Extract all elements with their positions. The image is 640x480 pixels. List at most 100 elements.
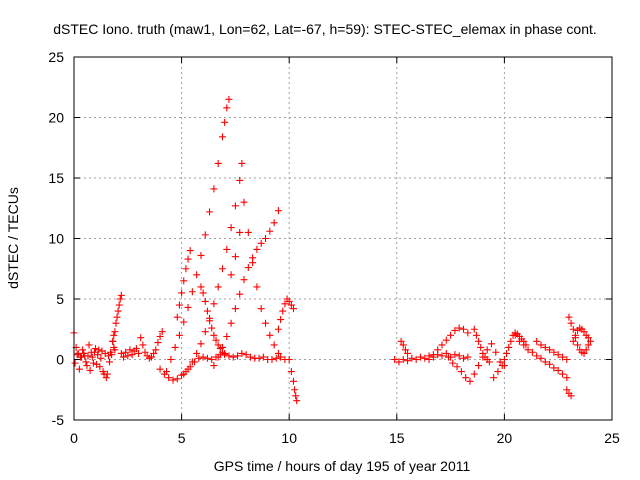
data-point	[546, 360, 554, 368]
data-point	[147, 353, 155, 361]
data-point	[470, 325, 478, 333]
data-point	[277, 316, 285, 324]
data-point	[391, 356, 399, 363]
data-point	[173, 313, 181, 321]
data-point	[78, 353, 86, 361]
data-point	[236, 176, 244, 184]
data-point	[186, 247, 194, 255]
data-point	[238, 349, 246, 357]
data-point	[214, 159, 222, 167]
plot-frame	[73, 56, 613, 421]
data-series-10	[210, 207, 282, 370]
data-series-13	[285, 356, 301, 405]
data-point	[421, 354, 429, 362]
data-point	[503, 349, 511, 357]
data-point	[89, 359, 97, 367]
data-series-16	[425, 324, 472, 363]
x-tick-label: 15	[389, 430, 405, 446]
data-point	[184, 365, 192, 373]
data-point	[559, 353, 567, 361]
data-point	[156, 333, 164, 341]
data-point	[451, 326, 459, 334]
data-point	[515, 337, 523, 345]
data-point	[546, 346, 554, 354]
data-point	[214, 341, 222, 349]
data-point	[475, 337, 483, 345]
data-point	[266, 331, 274, 339]
data-point	[210, 331, 218, 339]
data-point	[524, 346, 532, 354]
x-tick-label: 0	[70, 430, 78, 446]
data-point	[128, 351, 136, 359]
data-point	[135, 349, 143, 357]
data-point	[92, 345, 100, 353]
data-point	[277, 353, 285, 361]
data-point	[475, 362, 483, 370]
data-point	[141, 348, 149, 356]
data-point	[490, 374, 498, 382]
data-series-11	[227, 198, 282, 357]
data-point	[88, 353, 96, 361]
data-point	[444, 353, 452, 361]
data-point	[537, 341, 545, 349]
data-point	[221, 118, 229, 126]
data-point	[550, 364, 558, 372]
data-point	[150, 349, 158, 357]
data-point	[511, 331, 519, 339]
data-point	[208, 356, 216, 363]
data-point	[462, 374, 470, 382]
data-point	[223, 245, 231, 253]
data-point	[399, 341, 407, 349]
data-point	[180, 370, 188, 378]
data-point	[496, 358, 504, 366]
data-point	[438, 341, 446, 349]
data-point	[292, 392, 300, 400]
data-point	[225, 95, 233, 103]
data-point	[285, 356, 293, 363]
data-point	[210, 362, 218, 370]
data-series-4	[137, 328, 166, 362]
data-point	[460, 354, 468, 362]
data-point	[165, 374, 173, 382]
data-point	[434, 346, 442, 354]
data-point	[227, 319, 235, 327]
data-point	[270, 341, 278, 349]
data-point	[571, 331, 579, 339]
data-point	[79, 346, 87, 354]
data-point	[404, 357, 412, 365]
data-point	[90, 348, 98, 356]
data-point	[274, 207, 282, 215]
data-point	[291, 386, 299, 394]
data-point	[171, 343, 179, 351]
data-point	[537, 354, 545, 362]
data-point	[416, 353, 424, 361]
data-point	[227, 224, 235, 232]
data-point	[119, 353, 127, 361]
data-series-21	[533, 337, 571, 363]
data-point	[175, 301, 183, 309]
data-point	[95, 346, 103, 354]
data-point	[457, 368, 465, 376]
chart-title: dSTEC Iono. truth (maw1, Lon=62, Lat=-67…	[53, 21, 597, 37]
data-point	[257, 239, 265, 247]
data-point	[110, 343, 118, 351]
data-series-6	[163, 95, 233, 376]
data-point	[244, 228, 252, 236]
data-point	[470, 370, 478, 378]
y-tick-label: -5	[52, 412, 65, 428]
data-point	[201, 328, 209, 336]
data-point	[479, 349, 487, 357]
data-point	[274, 325, 282, 333]
data-series-22	[563, 386, 575, 400]
data-point	[115, 301, 123, 309]
data-point	[201, 297, 209, 305]
data-point	[175, 331, 183, 339]
y-tick-label: 5	[56, 291, 64, 307]
data-point	[395, 358, 403, 366]
data-point	[221, 351, 229, 359]
data-point	[122, 348, 130, 356]
grid	[74, 57, 612, 420]
data-point	[584, 334, 592, 342]
data-point	[106, 358, 114, 366]
